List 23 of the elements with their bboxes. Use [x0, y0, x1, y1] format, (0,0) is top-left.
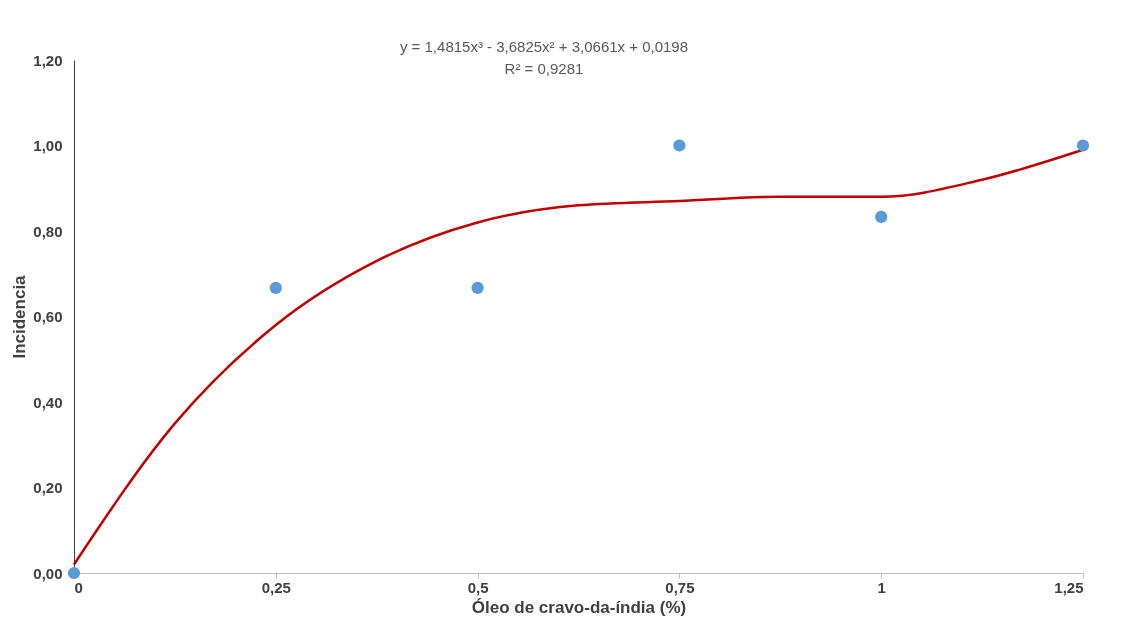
point [1076, 139, 1090, 152]
x-tick-label: 0,5 [467, 578, 489, 596]
y-tick-label: 0,80 [33, 222, 63, 240]
x-tick-label: 0,75 [665, 578, 695, 596]
point [875, 210, 888, 223]
x-axis-title: Óleo de cravo-da-índia (%) [471, 597, 687, 617]
y-tick-label: 0,00 [33, 564, 63, 582]
y-tick-label: 0,40 [33, 393, 63, 411]
y-tick-label: 0,60 [33, 308, 63, 325]
y-tick-label: 1,20 [33, 51, 63, 69]
y-tick-label: 1,00 [33, 137, 63, 154]
point [471, 281, 484, 294]
point [67, 566, 81, 580]
text: y = 1,4815x³ - 3,6825x² + 3,0661x + 0,0198 [399, 38, 689, 55]
x-tick-label: 0 [74, 578, 83, 596]
annotation: R² = 0,9281 [504, 60, 584, 77]
point [269, 281, 282, 294]
x-tick-label: 1,25 [1054, 578, 1084, 596]
y-axis-title: Incidencia [10, 274, 30, 359]
x-tick-label: 1 [877, 578, 886, 596]
point [673, 139, 686, 152]
y-tick-label: 0,20 [33, 479, 63, 496]
x-tick-label: 0,25 [261, 578, 291, 596]
